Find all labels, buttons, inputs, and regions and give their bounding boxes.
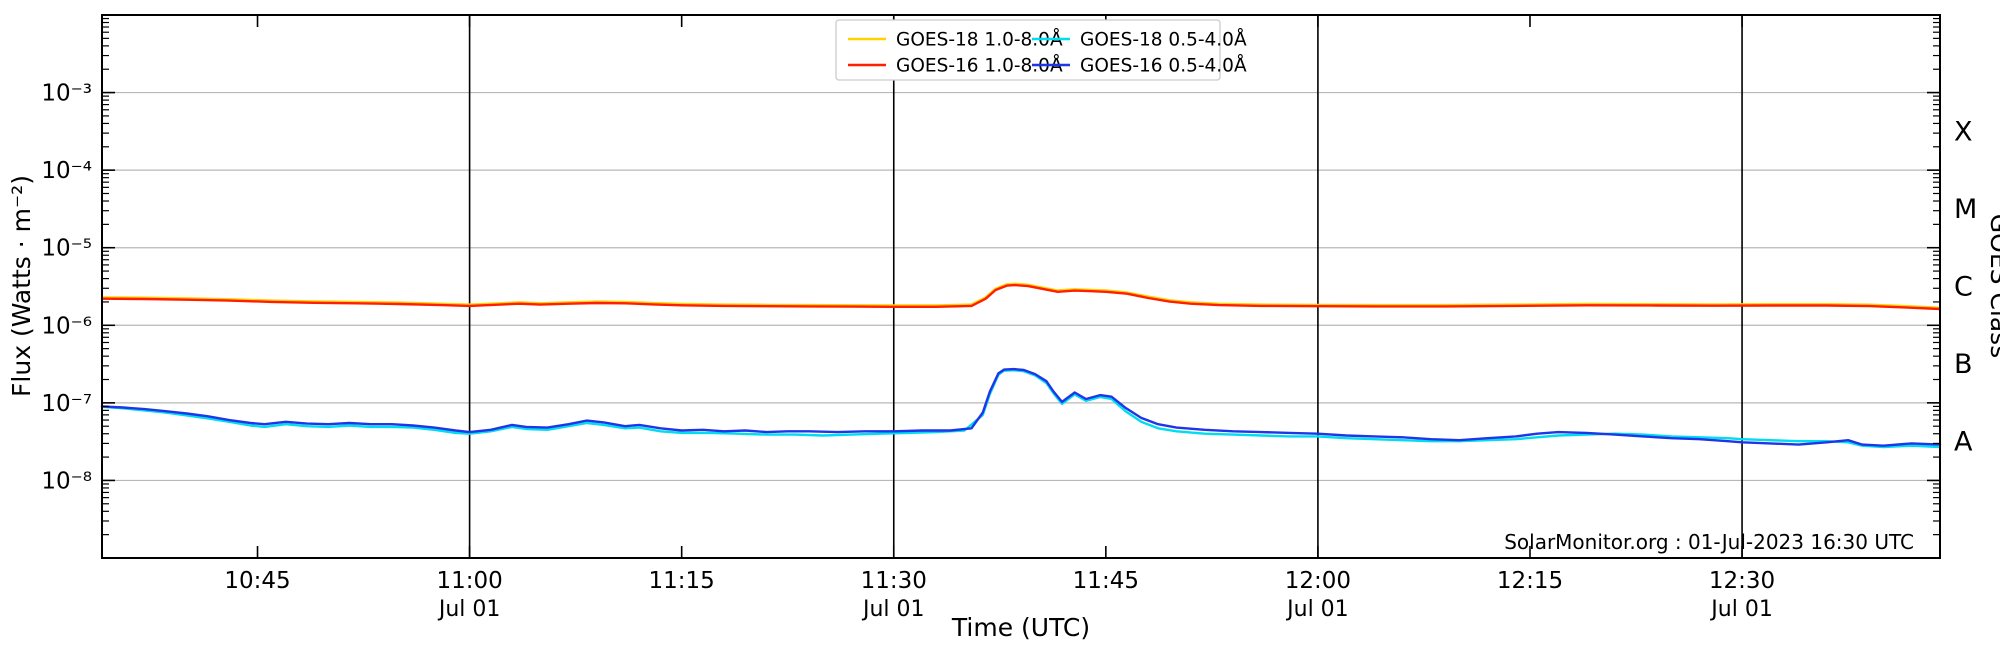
y-axis-title: Flux (Watts · m⁻²): [7, 175, 36, 397]
x-tick-label: 11:00: [436, 568, 502, 594]
legend-label: GOES-18 0.5-4.0Å: [1080, 29, 1247, 51]
legend: GOES-18 1.0-8.0Å GOES-16 1.0-8.0Å GOES-18 …: [835, 19, 1247, 81]
legend-label: GOES-18 1.0-8.0Å: [896, 29, 1063, 51]
x-tick-label: 10:45: [224, 568, 290, 594]
gridlines: [102, 91, 1940, 482]
series-line-goes-18-1.0-8.0-: [100, 282, 1942, 309]
y-tick-label: 10⁻⁵: [41, 236, 92, 262]
x-tick-label: 12:00: [1285, 568, 1351, 594]
x-axis-tick-labels: 10:45 11:00 Jul 01 11:15 11:30 Jul 01 11:45 12:…: [224, 568, 1775, 622]
axis-ticks: [102, 15, 1940, 558]
plot-border: [101, 14, 1941, 559]
x-tick-label: 12:15: [1497, 568, 1563, 594]
y-axis-tick-labels: 10⁻³ 10⁻⁴ 10⁻⁵ 10⁻⁶ 10⁻⁷ 10⁻⁸: [41, 81, 92, 495]
goes-class-letters: X M C B A: [1954, 116, 1977, 457]
y-tick-label: 10⁻⁸: [41, 468, 92, 494]
goes-class-letter-C: C: [1954, 272, 1973, 303]
date-boundary-lines: [468, 15, 1743, 558]
x-axis-title: Time (UTC): [951, 613, 1090, 642]
x-tick-label: 11:15: [649, 568, 715, 594]
goes-class-letter-M: M: [1954, 194, 1977, 225]
legend-label: GOES-16 1.0-8.0Å: [896, 55, 1063, 77]
y-tick-label: 10⁻⁶: [41, 313, 92, 339]
series-lines: [100, 282, 1942, 449]
y-tick-label: 10⁻⁷: [41, 391, 92, 417]
legend-label: GOES-16 0.5-4.0Å: [1080, 55, 1247, 77]
right-axis-title: GOES Class: [1985, 214, 2000, 358]
x-tick-label: 11:30: [861, 568, 927, 594]
legend-box: [835, 19, 1221, 81]
x-tick-label: 12:30: [1709, 568, 1775, 594]
y-tick-label: 10⁻³: [41, 81, 92, 107]
x-tick-date-label: Jul 01: [437, 597, 501, 622]
x-tick-label: 11:45: [1073, 568, 1139, 594]
x-tick-date-label: Jul 01: [1285, 597, 1349, 622]
watermark-credit: SolarMonitor.org : 01-Jul-2023 16:30 UTC: [1504, 530, 1914, 554]
series-line-goes-16-0.5-4.0-: [100, 367, 1942, 447]
goes-class-letter-B: B: [1954, 349, 1973, 380]
goes-class-letter-X: X: [1954, 116, 1973, 147]
x-tick-date-label: Jul 01: [861, 597, 925, 622]
y-tick-label: 10⁻⁴: [41, 158, 92, 184]
x-tick-date-label: Jul 01: [1709, 597, 1773, 622]
goes-class-letter-A: A: [1954, 427, 1973, 458]
series-line-goes-16-1.0-8.0-: [100, 283, 1942, 311]
